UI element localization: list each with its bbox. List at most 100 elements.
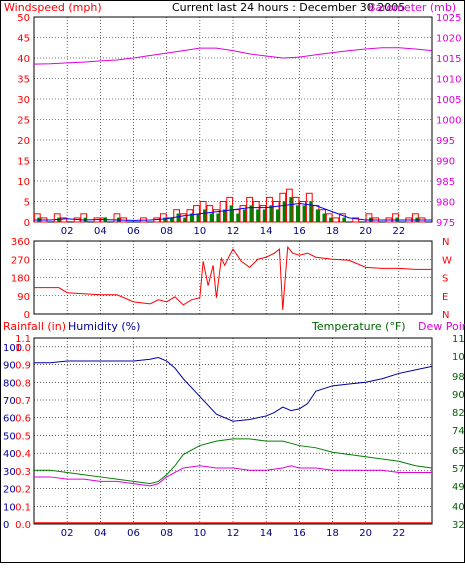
rainfall-tick-label: 0.4 [15, 449, 31, 460]
y-tick-label: 30 [17, 95, 30, 106]
x-tick-label: 20 [359, 226, 372, 237]
gust-bar [276, 209, 280, 223]
temperature-tick-label: 65 [452, 446, 465, 457]
temperature-tick-label: 40 [452, 502, 465, 513]
x-tick-label: 02 [61, 226, 74, 237]
x-tick-label: 04 [94, 528, 107, 539]
humidity-tick-label: 70 [3, 396, 16, 407]
y-tick-label: 0 [24, 218, 30, 229]
gust-bar [249, 205, 253, 223]
humidity-tick-label: 90 [3, 361, 16, 372]
gust-bar [229, 205, 234, 223]
gust-bar [342, 217, 346, 223]
rainfall-tick-label: 0.2 [15, 485, 31, 496]
wind-direction-panel: 0 N 90 E 180 S 270 W 360 N [11, 237, 452, 321]
x-tick-label: 08 [160, 528, 173, 539]
wind-barometer-panel: 0510152025303540455097598098599099510001… [17, 13, 461, 237]
x-tick-label: 08 [160, 226, 173, 237]
x-tick-label: 22 [392, 226, 405, 237]
wind-bar [332, 217, 340, 223]
gust-bar [189, 213, 194, 223]
rainfall-tick-label: 0.0 [15, 520, 31, 531]
rainfall-tick-label: 0.3 [15, 467, 31, 478]
gust-bar [295, 205, 300, 223]
y-tick-label: 40 [17, 54, 30, 65]
temperature-tick-label: 107 [452, 352, 465, 363]
compass-tick-label: W [442, 255, 452, 266]
y-tick-label: 5 [24, 198, 30, 209]
y-tick-label: 35 [17, 75, 30, 86]
y-tick-label: 90 [17, 292, 30, 303]
gust-bar [216, 213, 220, 223]
y-tick-label: 10 [17, 177, 30, 188]
y2-tick-label: 1005 [436, 95, 461, 106]
gust-bar [269, 205, 273, 223]
humidity-tick-label: 0 [3, 520, 9, 531]
temperature-tick-label: 90 [452, 390, 465, 401]
gust-bar [289, 197, 293, 223]
gust-bar [256, 209, 260, 223]
y-tick-label: 15 [17, 157, 30, 168]
temperature-tick-label: 32 [452, 520, 465, 531]
gust-bar [315, 209, 320, 223]
x-tick-label: 14 [260, 528, 273, 539]
x-tick-label: 22 [392, 528, 405, 539]
gust-bar [282, 201, 287, 223]
x-tick-label: 16 [293, 226, 306, 237]
dewpoint-line [34, 465, 432, 487]
gust-bar [209, 213, 214, 223]
gust-bar [176, 213, 180, 223]
y-tick-label: 270 [11, 255, 30, 266]
x-tick-label: 04 [94, 226, 107, 237]
x-tick-label: 20 [359, 528, 372, 539]
rainfall-tick-label: 0.9 [15, 361, 31, 372]
compass-tick-label: S [442, 274, 448, 285]
y-tick-label: 50 [17, 13, 30, 24]
x-tick-label: 12 [227, 528, 240, 539]
humidity-tick-label: 10 [3, 502, 16, 513]
gust-bar [329, 217, 333, 223]
y2-tick-label: 985 [436, 177, 455, 188]
humidity-temperature-panel: 0 10 20 30 40 50 60 70 80 90 100 0.0 0.1 0.2 0.3 0.4 0.5… [3, 334, 465, 539]
humidity-axis-title: Humidity (%) [68, 320, 140, 333]
rainfall-tick-label: 0.5 [15, 431, 31, 442]
y2-tick-label: 980 [436, 198, 455, 209]
windspeed-axis-title: Windspeed (mph) [4, 1, 102, 14]
humidity-tick-label: 50 [3, 431, 16, 442]
compass-tick-label: N [442, 310, 449, 321]
y2-tick-label: 1025 [436, 13, 461, 24]
humidity-tick-label: 20 [3, 485, 16, 496]
temperature-line [34, 438, 433, 485]
rainfall-tick-label: 1.1 [15, 334, 31, 345]
temperature-tick-label: 57 [452, 464, 465, 475]
gust-bar [57, 217, 61, 223]
rainfall-tick-label: 0.8 [15, 378, 31, 389]
compass-tick-label: E [442, 292, 448, 303]
temperature-tick-label: 49 [452, 482, 465, 493]
y-tick-label: 0 [24, 310, 30, 321]
gust-bar [309, 201, 313, 223]
x-tick-label: 18 [326, 226, 339, 237]
y2-tick-label: 990 [436, 157, 455, 168]
y-tick-label: 180 [11, 274, 30, 285]
gust-bar [236, 213, 240, 223]
y2-tick-label: 1020 [436, 34, 461, 45]
x-tick-label: 18 [326, 528, 339, 539]
humidity-tick-label: 40 [3, 449, 16, 460]
y-tick-label: 45 [17, 34, 30, 45]
compass-tick-label: N [442, 237, 449, 248]
rainfall-tick-label: 0.1 [15, 502, 31, 513]
temperature-tick-label: 82 [452, 408, 465, 419]
humidity-tick-label: 80 [3, 378, 16, 389]
x-tick-label: 02 [61, 528, 74, 539]
gust-bar [322, 213, 326, 223]
gust-bar [302, 205, 307, 223]
y-tick-label: 360 [11, 237, 30, 248]
x-tick-label: 16 [293, 528, 306, 539]
y2-tick-label: 995 [436, 136, 455, 147]
rainfall-tick-label: 1.0 [15, 343, 31, 354]
x-tick-label: 14 [260, 226, 273, 237]
y2-tick-label: 1010 [436, 75, 461, 86]
